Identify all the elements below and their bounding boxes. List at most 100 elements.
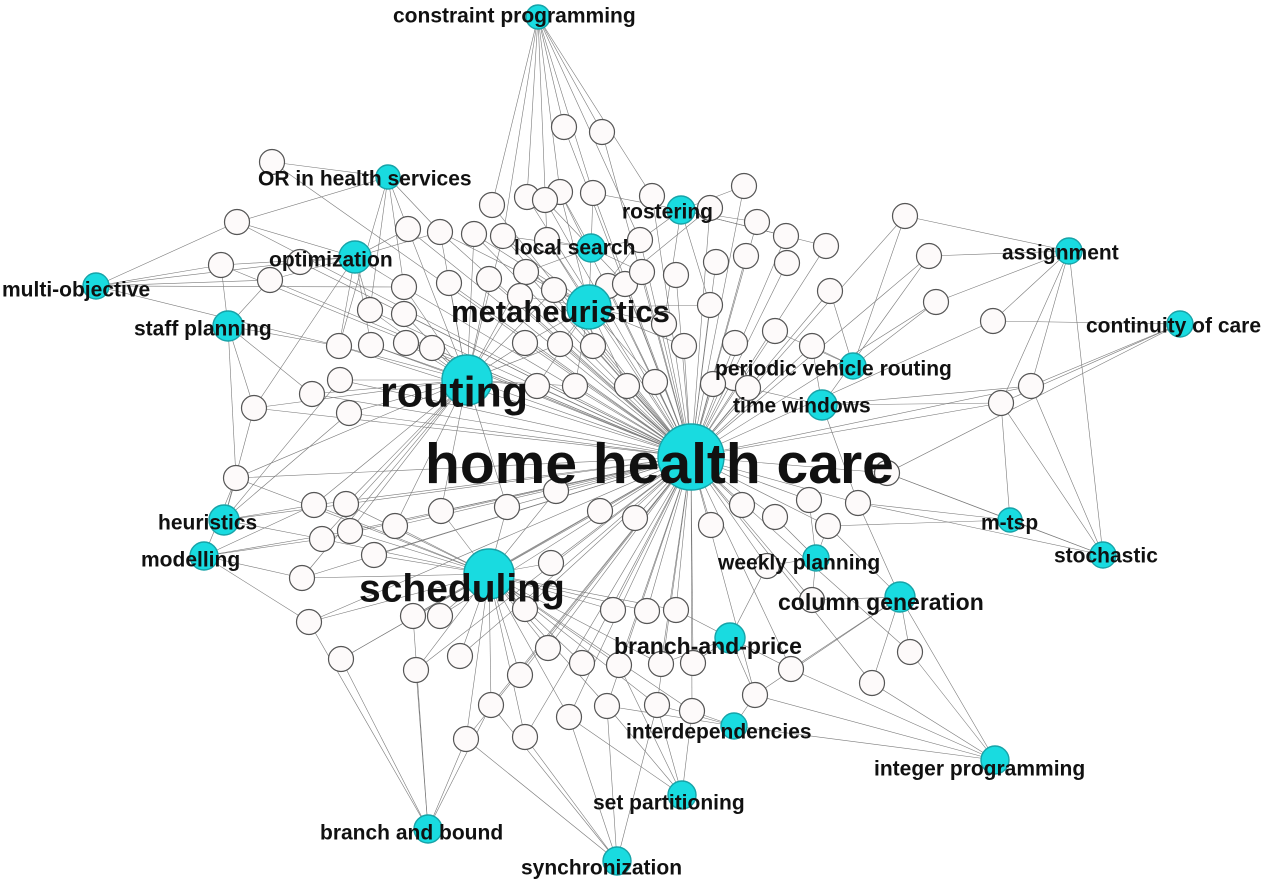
graph-edge	[821, 385, 1032, 406]
document-node	[300, 491, 328, 519]
document-node	[588, 118, 616, 146]
graph-edge	[236, 221, 356, 258]
graph-edge	[301, 573, 490, 579]
weekly-planning-label: weekly planning	[717, 552, 880, 575]
graph-edge	[465, 738, 618, 862]
graph-edge	[488, 573, 526, 738]
graph-edge	[537, 16, 565, 128]
document-node	[512, 258, 540, 286]
graph-edge	[271, 161, 692, 458]
document-node	[844, 489, 872, 517]
interdependencies-label: interdependencies	[626, 721, 812, 744]
graph-edge	[338, 345, 692, 458]
document-node	[531, 186, 559, 214]
document-node	[812, 232, 840, 260]
graph-edge	[95, 264, 222, 287]
time-windows-node	[806, 389, 838, 421]
document-node	[493, 493, 521, 521]
graph-edge	[394, 379, 468, 527]
document-node	[858, 669, 886, 697]
graph-edge	[345, 503, 490, 575]
graph-edge	[459, 456, 692, 657]
graph-edge	[253, 256, 356, 409]
document-node	[561, 372, 589, 400]
graph-edge	[223, 519, 323, 540]
graph-edge	[308, 621, 429, 830]
graph-edge	[348, 412, 692, 458]
graph-edge	[857, 502, 901, 598]
graph-edge	[690, 301, 937, 458]
document-node	[730, 172, 758, 200]
graph-edge	[412, 456, 692, 617]
graph-edge	[1000, 402, 1011, 521]
document-node	[915, 242, 943, 270]
graph-edge	[827, 519, 1011, 527]
graph-edge	[690, 185, 745, 458]
graph-edge	[339, 379, 692, 458]
time-windows-label: time windows	[733, 395, 871, 418]
document-node	[506, 282, 534, 310]
document-node	[327, 645, 355, 673]
document-node	[460, 220, 488, 248]
heuristics-label: heuristics	[158, 512, 257, 535]
document-node	[550, 113, 578, 141]
graph-edge	[271, 161, 389, 178]
document-node	[696, 194, 724, 222]
keyword-node-layer	[82, 4, 1194, 876]
graph-edge	[568, 716, 618, 862]
document-node	[599, 596, 627, 624]
graph-edge	[349, 379, 468, 532]
modelling-label: modelling	[141, 549, 240, 572]
graph-edge	[235, 379, 468, 479]
document-node	[761, 503, 789, 531]
document-node	[743, 208, 771, 236]
graph-edge	[370, 344, 692, 458]
graph-edge	[1068, 250, 1104, 556]
graph-edge	[690, 320, 994, 458]
document-node	[452, 725, 480, 753]
document-node	[732, 242, 760, 270]
branch-and-bound-label: branch and bound	[320, 822, 503, 845]
routing-label: routing	[380, 368, 528, 416]
graph-edge	[754, 596, 901, 696]
constraint-programming-label: constraint programming	[393, 5, 636, 28]
assignment-label: assignment	[1002, 242, 1119, 265]
keyword-label-layer: constraint programming OR in health servi…	[2, 5, 1261, 880]
document-node	[295, 608, 323, 636]
document-node	[506, 661, 534, 689]
document-node	[798, 332, 826, 360]
continuity-of-care-node	[1166, 310, 1194, 338]
document-node	[773, 249, 801, 277]
integer-programming-node	[980, 745, 1010, 775]
multi-objective-node	[82, 272, 110, 300]
graph-edge	[1030, 250, 1070, 387]
document-node	[511, 595, 539, 623]
continuity-of-care-label: continuity of care	[1086, 315, 1261, 338]
graph-edge	[537, 16, 561, 193]
graph-edge	[227, 325, 313, 395]
stochastic-label: stochastic	[1054, 545, 1158, 568]
local-search-label: local search	[514, 237, 635, 260]
graph-edge	[227, 325, 237, 479]
graph-edge	[308, 573, 490, 623]
graph-edge	[690, 456, 873, 684]
document-node	[511, 329, 539, 357]
staff-planning-node	[212, 310, 244, 342]
graph-edge	[235, 456, 692, 479]
document-node	[223, 208, 251, 236]
graph-edge	[754, 694, 996, 761]
graph-edge	[1000, 402, 1104, 556]
weekly-planning-node	[802, 544, 830, 572]
document-node	[511, 723, 539, 751]
optimization-node	[338, 240, 372, 274]
document-node	[628, 258, 656, 286]
graph-edge	[427, 704, 492, 830]
document-node	[357, 331, 385, 359]
or-in-health-services-node	[375, 164, 401, 190]
graph-edge	[616, 704, 658, 862]
periodic-vehicle-routing-label: periodic vehicle routing	[715, 358, 952, 381]
graph-edge	[601, 131, 692, 458]
graph-edge	[448, 282, 692, 458]
scheduling-label: scheduling	[359, 567, 565, 610]
graph-edge	[349, 456, 692, 532]
